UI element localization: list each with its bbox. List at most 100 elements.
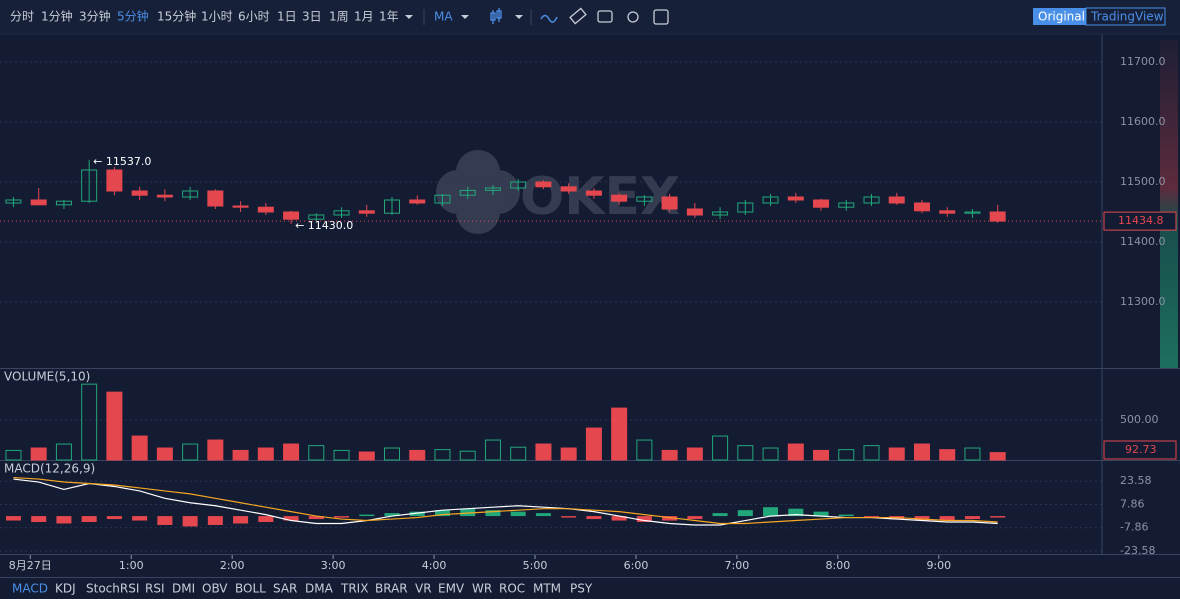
indicator-tab[interactable]: KDJ	[55, 582, 76, 596]
candle-body	[989, 211, 1006, 222]
indicator-tab[interactable]: OBV	[202, 582, 228, 596]
macd-bar	[510, 511, 526, 517]
volume-bar	[358, 451, 375, 461]
indicator-tab[interactable]: DMI	[172, 582, 195, 596]
indicator-tab[interactable]: EMV	[438, 582, 465, 596]
volume-bar	[156, 447, 173, 461]
candle-body	[131, 190, 148, 196]
volume-bar	[939, 449, 956, 461]
interval-tab[interactable]: 15分钟	[157, 9, 196, 24]
interval-tab[interactable]: 5分钟	[117, 9, 149, 24]
indicator-tab[interactable]: WR	[472, 582, 492, 596]
indicator-tab[interactable]: BOLL	[235, 582, 266, 596]
candle-body	[636, 196, 653, 202]
candle-body	[409, 199, 426, 204]
depth-bar	[1160, 40, 1178, 368]
view-tab-active[interactable]	[1033, 8, 1086, 25]
settings-icon[interactable]	[627, 11, 639, 23]
x-tick-label: 5:00	[523, 559, 548, 572]
price-annotation: ← 11430.0	[295, 219, 353, 232]
candle-body	[257, 206, 274, 213]
current-volume-box	[1103, 440, 1177, 460]
volume-bar	[636, 439, 653, 461]
candle-body	[787, 196, 804, 201]
candle-body	[81, 169, 98, 202]
interval-tab[interactable]: 分时	[10, 10, 34, 24]
candle-body	[55, 200, 72, 206]
volume-bar	[81, 383, 98, 461]
macd-bar	[763, 507, 779, 517]
indicator-tab[interactable]: SAR	[273, 582, 297, 596]
x-tick-label: 9:00	[926, 559, 951, 572]
ruler-icon[interactable]	[569, 7, 587, 25]
macd-line	[13, 476, 998, 525]
volume-bar	[232, 449, 249, 461]
candle-body	[358, 210, 375, 214]
interval-tab[interactable]: 1年	[379, 10, 399, 24]
y-tick-label: 11300.0	[1120, 295, 1166, 308]
candle-body	[913, 202, 930, 212]
fullscreen-icon[interactable]	[653, 9, 669, 25]
y-tick-label: 11600.0	[1120, 115, 1166, 128]
draw-icon[interactable]	[540, 14, 558, 23]
view-tab-label[interactable]: TradingView	[1090, 10, 1164, 24]
x-tick-label: 8月27日	[9, 559, 52, 572]
interval-tab[interactable]: 3日	[302, 10, 322, 24]
y-tick-label: 11700.0	[1120, 55, 1166, 68]
volume-bar	[661, 449, 678, 461]
interval-tab[interactable]: 1月	[354, 10, 374, 24]
y-tick-label: -23.58	[1120, 544, 1155, 557]
x-tick-label: 8:00	[826, 559, 851, 572]
view-tab[interactable]	[1085, 7, 1166, 26]
chart-type-icon[interactable]	[490, 8, 502, 24]
macd-bar	[712, 513, 728, 517]
volume-bar	[712, 435, 729, 461]
macd-bar	[636, 516, 652, 523]
interval-tab[interactable]: 3分钟	[79, 9, 111, 24]
interval-tab[interactable]: 1日	[277, 10, 297, 24]
macd-bar	[207, 516, 223, 525]
candle-body	[156, 194, 173, 198]
interval-tab[interactable]: 6小时	[238, 10, 270, 24]
candle-body	[560, 186, 577, 192]
indicator-select[interactable]: MA	[434, 10, 453, 24]
macd-bar	[56, 516, 72, 524]
indicator-tab[interactable]: TRIX	[340, 582, 368, 596]
volume-bar	[409, 449, 426, 461]
pane-title: VOLUME(5,10)	[4, 370, 90, 384]
candle-body	[308, 214, 325, 220]
indicator-tab[interactable]: ROC	[499, 582, 525, 596]
candle-body	[964, 211, 981, 214]
macd-line	[13, 478, 998, 526]
toolbar	[0, 0, 1180, 33]
volume-bar	[333, 449, 350, 461]
interval-tab[interactable]: 1小时	[201, 10, 233, 24]
camera-icon[interactable]	[597, 10, 613, 23]
indicator-tab[interactable]: BRAR	[375, 582, 408, 596]
watermark: OKEX	[520, 167, 680, 227]
volume-bar	[459, 450, 476, 461]
current-volume: 92.73	[1125, 443, 1157, 456]
view-tab-label[interactable]: Original	[1038, 10, 1085, 24]
x-tick-label: 2:00	[220, 559, 245, 572]
price-annotation: ← 11537.0	[93, 155, 151, 168]
indicator-tab[interactable]: PSY	[570, 582, 593, 596]
current-price-box	[1103, 211, 1177, 231]
macd-bar	[561, 516, 577, 518]
macd-bar	[81, 516, 97, 523]
indicator-tab[interactable]: RSI	[145, 582, 165, 596]
candle-body	[712, 211, 729, 216]
indicator-tab[interactable]: MACD	[12, 582, 48, 596]
interval-tab[interactable]: 1分钟	[41, 9, 73, 24]
macd-bar	[788, 508, 804, 517]
volume-bar	[182, 443, 199, 461]
macd-bar	[964, 516, 980, 520]
volume-bar	[813, 449, 830, 461]
interval-tab[interactable]: 1周	[329, 10, 349, 24]
indicator-tab[interactable]: StochRSI	[86, 582, 139, 596]
indicator-tab[interactable]: MTM	[533, 582, 561, 596]
macd-bar	[990, 516, 1006, 518]
volume-bar	[838, 449, 855, 461]
indicator-tab[interactable]: DMA	[305, 582, 334, 596]
indicator-tab[interactable]: VR	[415, 582, 432, 596]
